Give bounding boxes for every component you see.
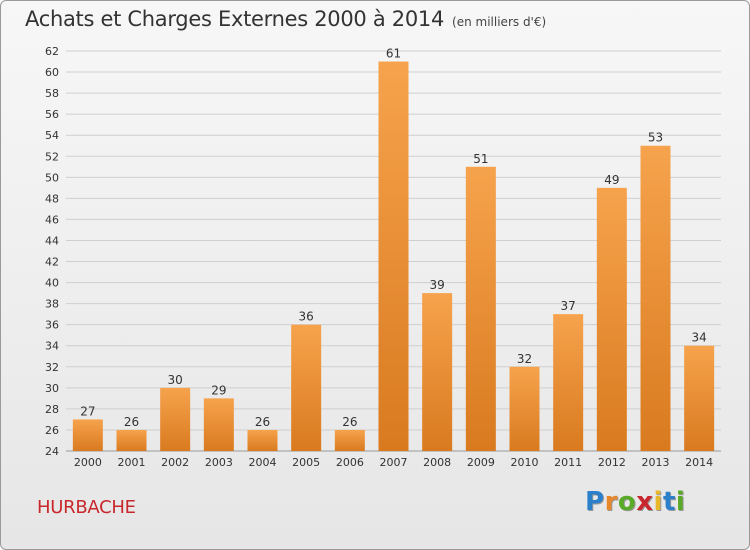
data-label: 61 [386, 47, 401, 61]
bar [160, 387, 191, 451]
x-tick-label: 2003 [205, 456, 233, 469]
bar [422, 293, 453, 451]
x-tick-label: 2010 [511, 456, 539, 469]
x-tick-label: 2005 [292, 456, 320, 469]
data-label: 30 [168, 373, 183, 387]
y-tick-label: 48 [45, 192, 59, 205]
y-tick-label: 28 [45, 403, 59, 416]
bar [640, 145, 671, 451]
bars: 27 26 30 29 26 36 26 61 39 51 32 37 49 53 34 [72, 47, 715, 452]
logo-letter: i [653, 487, 663, 517]
logo-letter: r [604, 487, 618, 517]
x-tick-label: 2013 [642, 456, 670, 469]
y-tick-label: 46 [45, 213, 59, 226]
x-tick-label: 2012 [598, 456, 626, 469]
bar [72, 419, 103, 451]
logo-letter: o [617, 487, 637, 517]
data-label: 26 [342, 415, 357, 429]
bar [596, 187, 627, 451]
bar [247, 429, 278, 451]
data-label: 29 [211, 383, 226, 397]
x-tick-label: 2000 [74, 456, 102, 469]
x-tick-label: 2011 [554, 456, 582, 469]
data-label: 27 [80, 404, 95, 418]
bar [203, 398, 234, 451]
chart-title: Achats et Charges Externes 2000 à 2014 (e… [25, 7, 546, 31]
x-tick-label: 2002 [161, 456, 189, 469]
chart-title-text: Achats et Charges Externes 2000 à 2014 [25, 7, 445, 31]
y-tick-label: 36 [45, 319, 59, 332]
data-label: 26 [124, 415, 139, 429]
x-tick-label: 2008 [423, 456, 451, 469]
bar [378, 61, 409, 452]
bar [684, 345, 715, 451]
y-tick-label: 26 [45, 424, 59, 437]
y-tick-label: 52 [45, 150, 59, 163]
logo-letter: t [662, 487, 676, 517]
y-tick-label: 58 [45, 87, 59, 100]
x-tick-label: 2004 [249, 456, 277, 469]
logo-letter: x [636, 487, 654, 517]
y-tick-label: 38 [45, 298, 59, 311]
data-label: 36 [299, 310, 314, 324]
data-label: 39 [430, 278, 445, 292]
bar [291, 324, 322, 451]
x-tick-label: 2009 [467, 456, 495, 469]
logo-letter: P [585, 487, 605, 517]
y-tick-label: 56 [45, 108, 59, 121]
y-tick-label: 62 [45, 45, 59, 58]
data-label: 26 [255, 415, 270, 429]
y-tick-label: 32 [45, 361, 59, 374]
x-tick-label: 2014 [685, 456, 713, 469]
commune-name: HURBACHE [37, 497, 136, 518]
bar [465, 166, 496, 451]
y-tick-label: 24 [45, 445, 59, 458]
proxiti-logo: Proxiti [585, 487, 685, 517]
y-tick-label: 40 [45, 277, 59, 290]
data-label: 49 [604, 173, 619, 187]
y-tick-label: 30 [45, 382, 59, 395]
y-tick-label: 50 [45, 171, 59, 184]
data-label: 53 [648, 131, 663, 145]
x-tick-label: 2007 [380, 456, 408, 469]
y-tick-label: 42 [45, 256, 59, 269]
bar [116, 429, 147, 451]
bar [334, 429, 365, 451]
data-label: 34 [692, 331, 707, 345]
y-tick-label: 34 [45, 340, 59, 353]
x-tick-label: 2006 [336, 456, 364, 469]
data-label: 37 [561, 299, 576, 313]
y-tick-label: 54 [45, 129, 59, 142]
bar [553, 314, 584, 451]
x-axis: 2000 2001 2002 2003 2004 2005 2006 2007 2008 2009… [74, 456, 713, 469]
y-tick-label: 60 [45, 66, 59, 79]
chart-unit: (en milliers d'€) [452, 15, 547, 29]
y-tick-label: 44 [45, 234, 59, 247]
bar [509, 366, 540, 451]
logo-letter: i [675, 487, 686, 517]
x-tick-label: 2001 [118, 456, 146, 469]
data-label: 32 [517, 352, 532, 366]
data-label: 51 [473, 152, 488, 166]
